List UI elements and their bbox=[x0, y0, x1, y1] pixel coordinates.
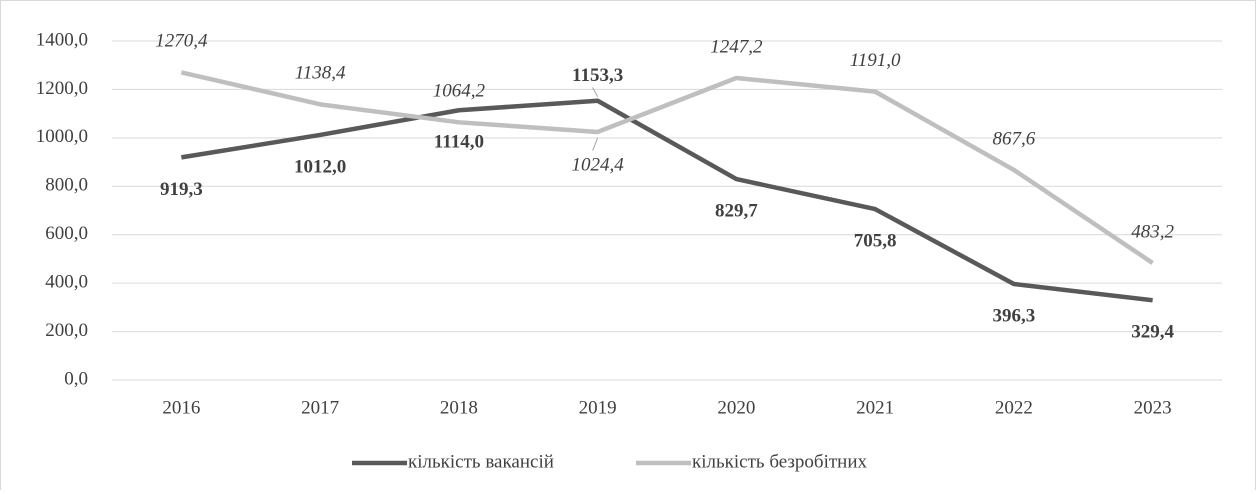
data-label: 1153,3 bbox=[572, 65, 623, 86]
leader-line bbox=[592, 137, 599, 151]
data-label: 396,3 bbox=[993, 305, 1036, 326]
x-tick-label: 2019 bbox=[579, 397, 617, 418]
data-label: 483,2 bbox=[1131, 221, 1174, 242]
x-tick-label: 2020 bbox=[717, 397, 755, 418]
legend-label: кількість вакансій bbox=[408, 451, 554, 472]
x-tick-label: 2018 bbox=[440, 397, 478, 418]
series-line bbox=[181, 98, 1153, 303]
data-label: 705,8 bbox=[854, 230, 897, 251]
x-tick-label: 2021 bbox=[856, 397, 894, 418]
x-tick-label: 2016 bbox=[162, 397, 200, 418]
data-label: 1114,0 bbox=[434, 132, 484, 153]
leader-line bbox=[592, 87, 599, 97]
data-label: 1270,4 bbox=[155, 31, 208, 52]
x-tick-label: 2023 bbox=[1134, 397, 1172, 418]
y-tick-label: 1000,0 bbox=[36, 126, 88, 147]
y-tick-label: 400,0 bbox=[45, 272, 88, 293]
y-tick-label: 800,0 bbox=[45, 175, 88, 196]
data-label: 829,7 bbox=[715, 200, 758, 221]
data-label: 867,6 bbox=[993, 128, 1036, 149]
y-tick-label: 200,0 bbox=[45, 320, 88, 341]
data-label: 329,4 bbox=[1131, 322, 1174, 343]
series-line bbox=[180, 70, 1154, 265]
x-tick-label: 2022 bbox=[995, 397, 1033, 418]
data-label: 1064,2 bbox=[433, 81, 486, 102]
data-label: 1138,4 bbox=[295, 63, 346, 84]
y-tick-label: 600,0 bbox=[45, 223, 88, 244]
data-label: 1012,0 bbox=[294, 156, 346, 177]
data-label: 1247,2 bbox=[710, 36, 763, 57]
x-tick-label: 2017 bbox=[301, 397, 339, 418]
y-tick-label: 0,0 bbox=[64, 368, 88, 389]
y-tick-label: 1200,0 bbox=[36, 78, 88, 99]
legend-label: кількість безробітних bbox=[692, 451, 867, 472]
data-label: 1024,4 bbox=[572, 154, 625, 175]
data-label: 1191,0 bbox=[850, 50, 901, 71]
data-label: 919,3 bbox=[160, 179, 203, 200]
y-tick-label: 1400,0 bbox=[36, 29, 88, 50]
